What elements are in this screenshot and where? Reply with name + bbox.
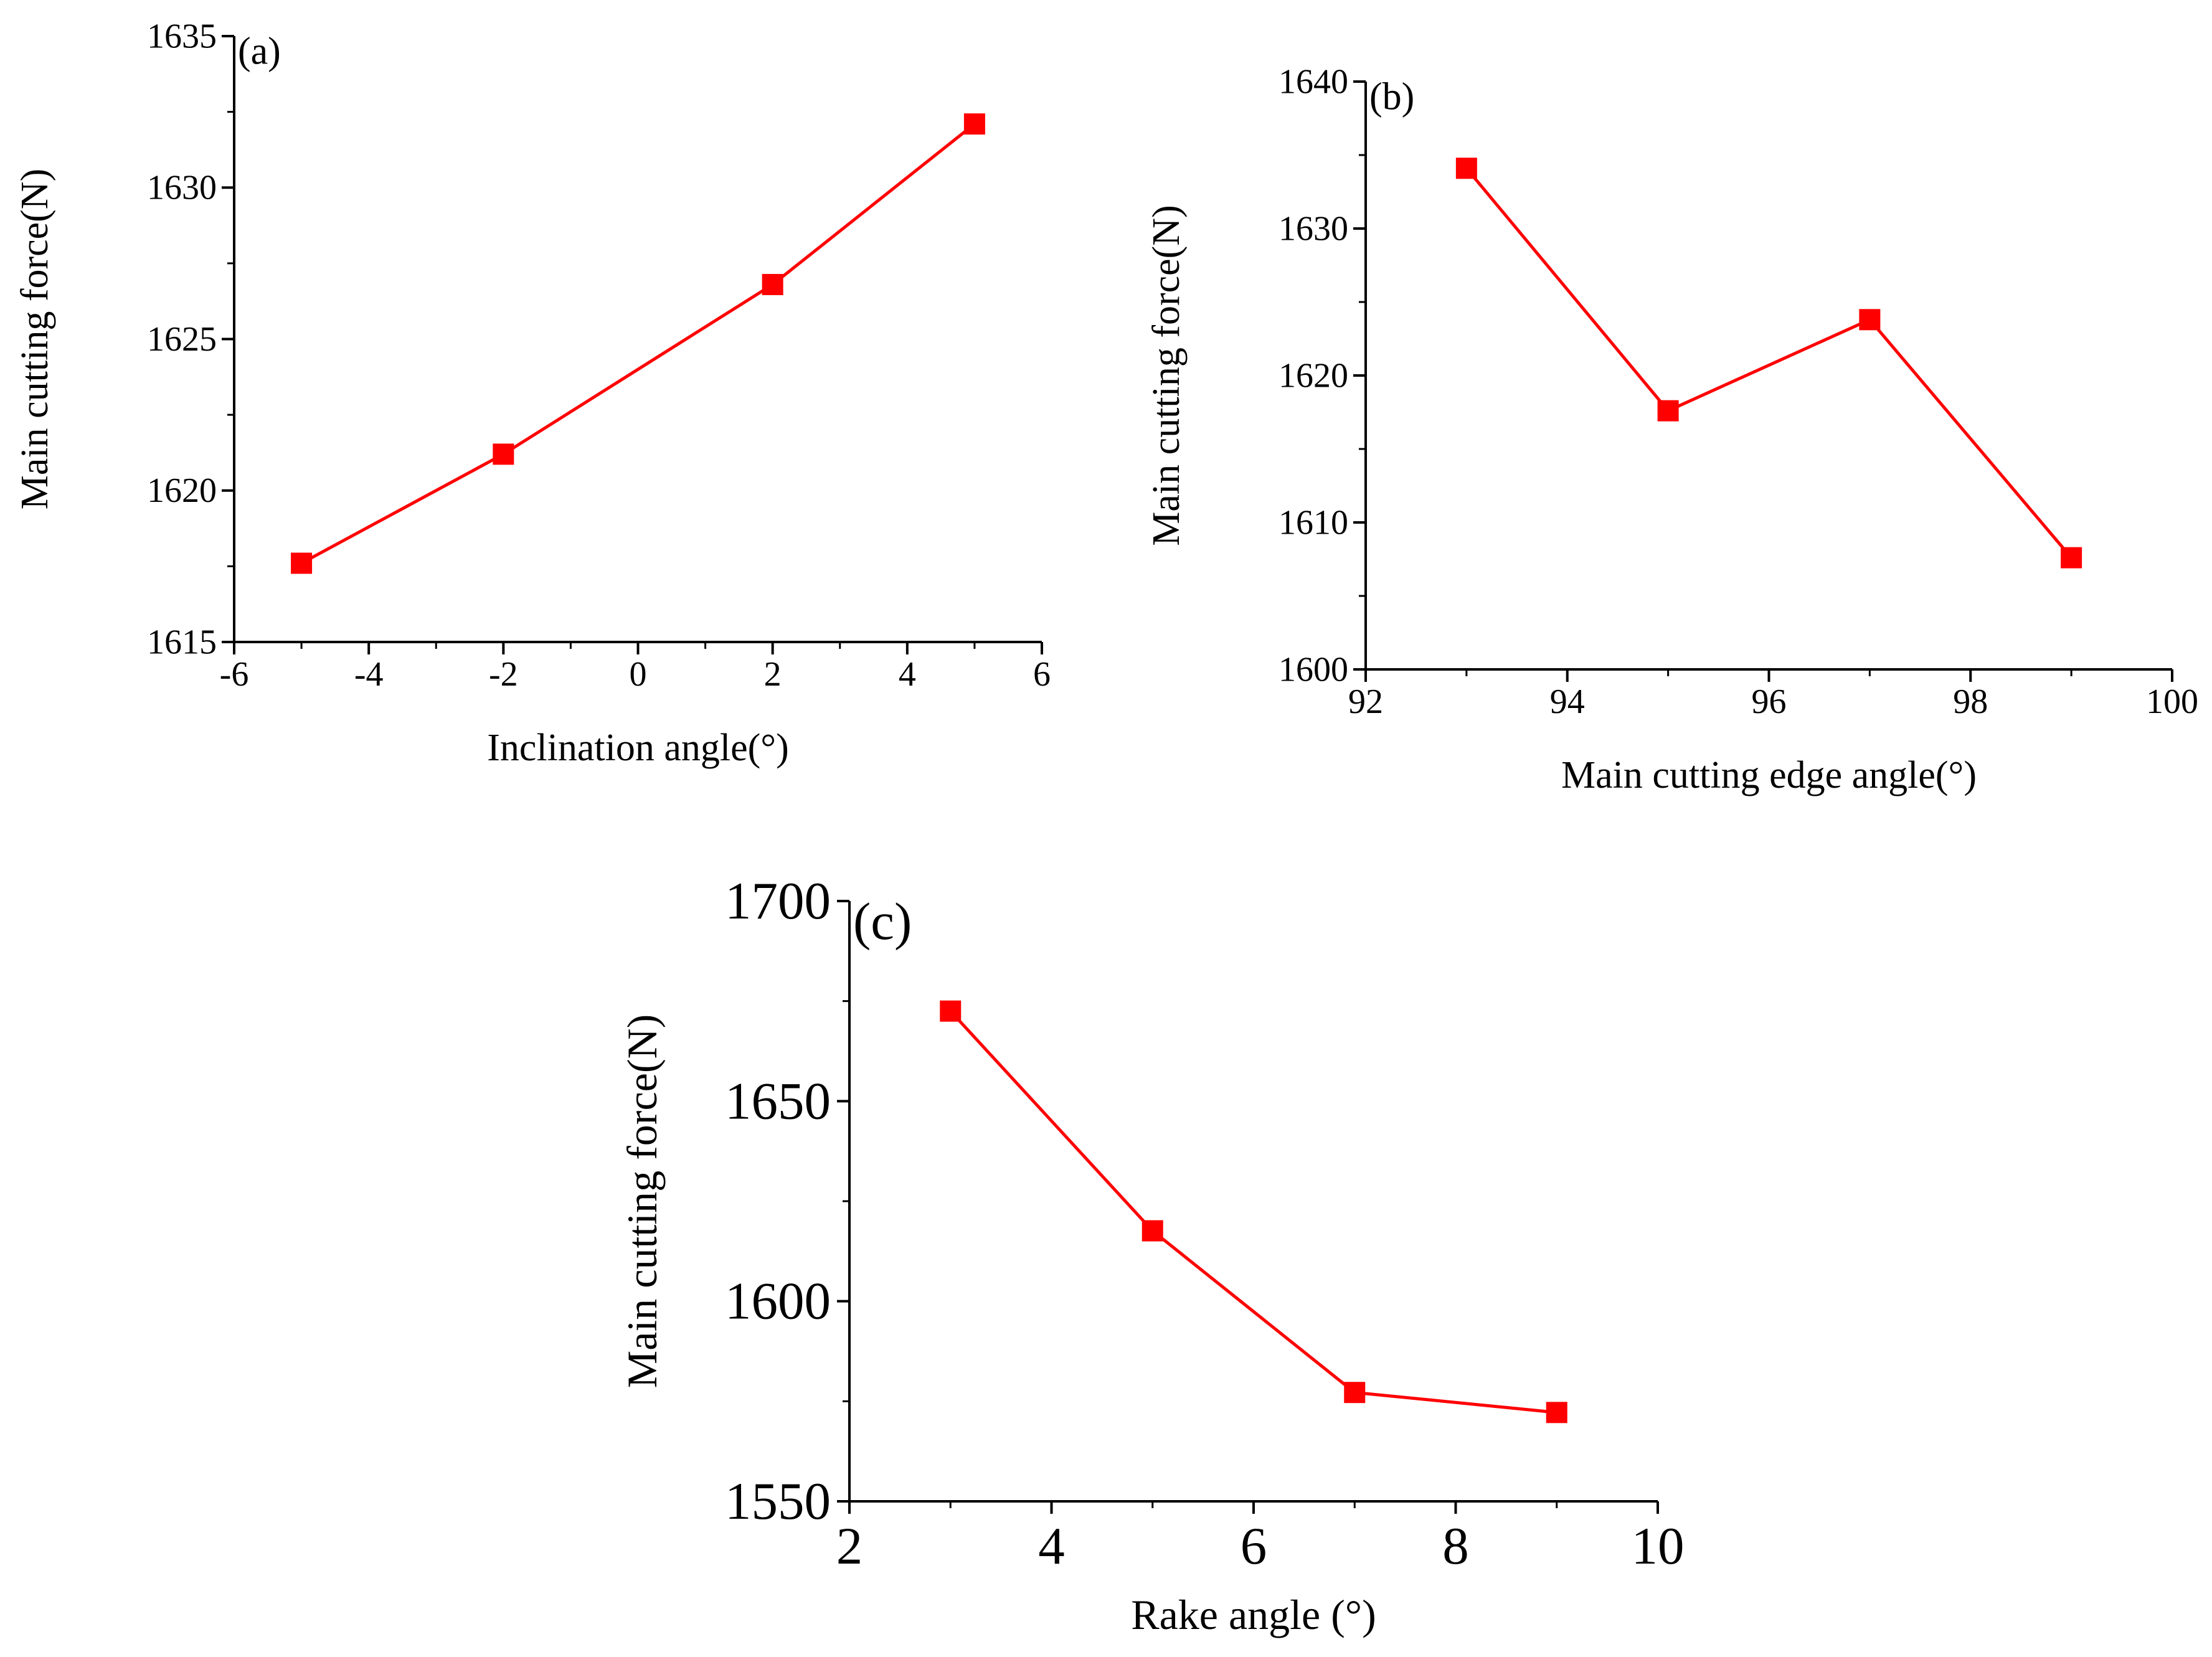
chart-c: 2 4 6 8 10 1550 1600 1650 1700 Rake angle (°) Main… [618,872,1685,1638]
x-tick-label: -2 [489,655,518,694]
data-point-marker [1546,1402,1567,1423]
data-point-marker [1455,158,1477,179]
data-point-marker [291,552,313,574]
y-tick-label: 1600 [1279,650,1348,689]
y-tick-label: 1620 [1279,356,1348,395]
x-tick-label: 98 [1953,682,1988,721]
chart-b: 92 94 96 98 100 1600 1610 1620 1630 1640 Main cutt… [1145,62,2198,796]
y-tick-label: 1640 [1279,62,1348,101]
x-tick-label: 96 [1752,682,1787,721]
y-tick-label: 1550 [725,1472,831,1531]
y-tick-label: 1610 [1279,503,1348,542]
data-point-marker [2061,547,2082,569]
x-tick-label: 2 [764,655,782,694]
series-line [300,123,976,565]
x-tick-label: 92 [1348,682,1383,721]
x-axis-title: Main cutting edge angle(°) [1561,754,1977,796]
panel-label: (b) [1369,76,1414,118]
series-line [1465,167,2073,559]
x-tick-label: 2 [836,1517,863,1575]
y-tick-label: 1625 [147,320,217,359]
x-tick-label: 8 [1442,1517,1469,1575]
data-point-marker [1859,309,1881,331]
y-tick-label: 1630 [1279,209,1348,248]
y-tick-label: 1650 [725,1072,831,1130]
data-point-marker [1657,400,1679,422]
y-axis-title: Main cutting force(N) [618,1014,666,1388]
data-point-marker [493,443,514,465]
x-tick-label: -6 [220,655,249,694]
x-tick-label: 10 [1632,1517,1685,1575]
data-point-marker [1141,1220,1163,1242]
chart-a: -6 -4 -2 0 2 4 6 1615 1620 1625 1630 1635 Inclinatio… [14,17,1051,769]
y-axis-title: Main cutting force(N) [1145,205,1188,545]
panel-label: (a) [238,31,281,73]
panel-label: (c) [853,892,912,951]
data-point-marker [762,273,783,295]
x-tick-label: 100 [2146,682,2198,721]
y-tick-label: 1620 [147,471,217,510]
x-axis-title: Rake angle (°) [1131,1591,1376,1638]
y-axis-title: Main cutting force(N) [14,169,56,509]
x-tick-label: 4 [899,655,916,694]
y-tick-label: 1700 [725,872,831,930]
data-point-marker [963,113,985,135]
x-tick-label: 0 [630,655,647,694]
y-tick-label: 1615 [147,623,217,661]
x-tick-label: 6 [1033,655,1051,694]
x-tick-label: 4 [1038,1517,1065,1575]
series-line [949,1010,1557,1414]
data-point-marker [1344,1382,1366,1404]
x-tick-label: 94 [1550,682,1585,721]
x-axis-title: Inclination angle(°) [487,727,788,769]
x-tick-label: 6 [1241,1517,1267,1575]
y-tick-label: 1630 [147,169,217,207]
y-tick-label: 1635 [147,17,217,55]
data-point-marker [940,1000,962,1022]
y-tick-label: 1600 [725,1272,831,1331]
x-tick-label: -4 [354,655,384,694]
